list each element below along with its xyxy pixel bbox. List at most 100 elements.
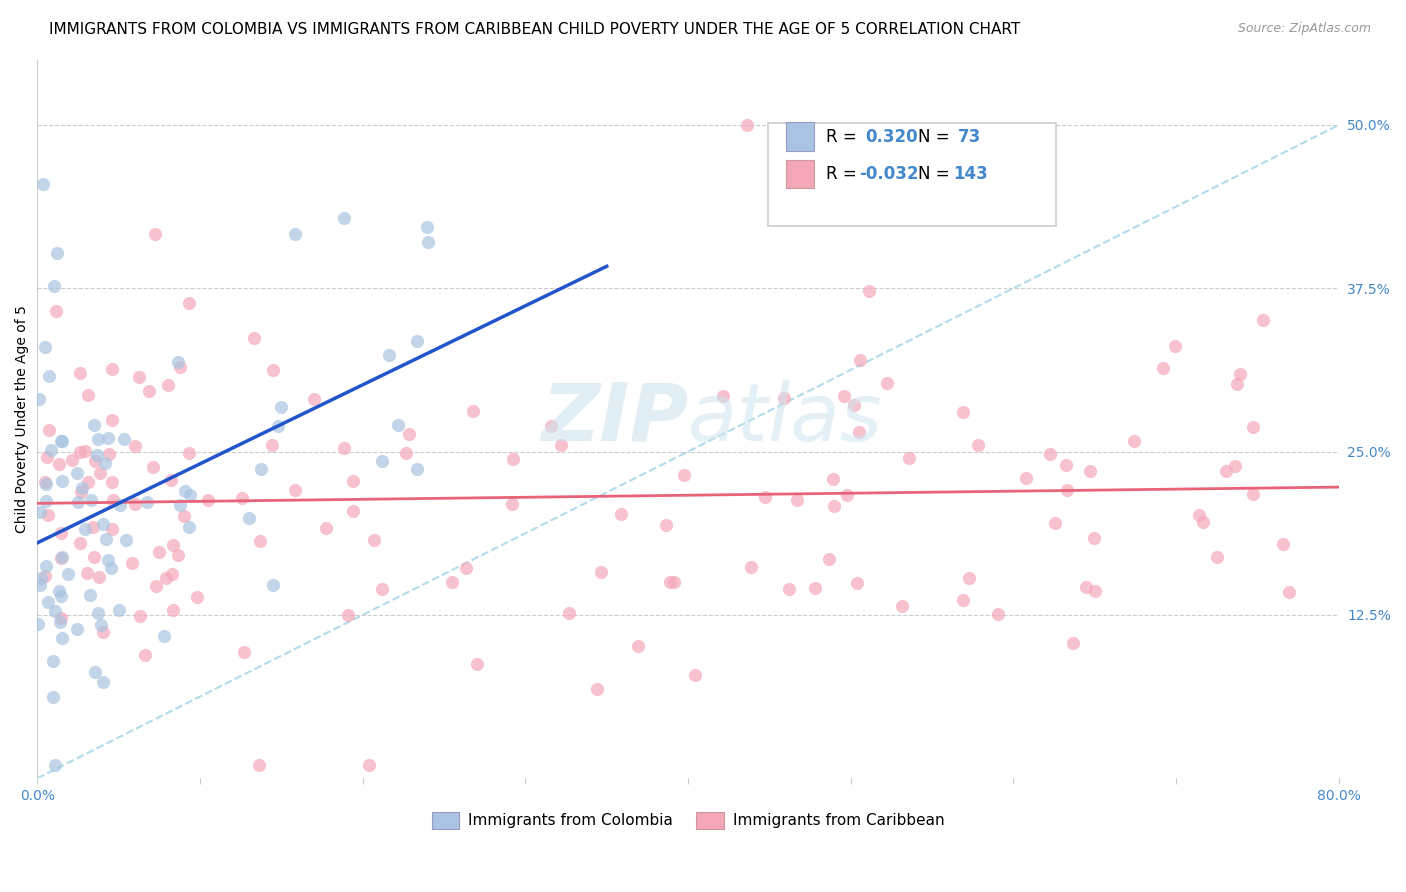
Point: [967, 437, 990, 451]
Point: [659, 574, 682, 589]
Point: [145, 579, 167, 593]
Point: [69, 536, 91, 550]
Point: [42, 690, 65, 705]
Point: [891, 599, 914, 614]
Point: [406, 462, 429, 476]
Point: [96, 533, 118, 547]
Point: [179, 488, 201, 502]
Point: [1043, 516, 1066, 530]
Point: [818, 552, 841, 566]
Point: [395, 446, 418, 460]
Point: [142, 459, 165, 474]
Point: [173, 483, 195, 498]
Point: [129, 608, 152, 623]
Point: [38, 368, 60, 383]
Point: [128, 369, 150, 384]
Point: [83, 418, 105, 433]
Point: [823, 472, 845, 486]
Text: Source: ZipAtlas.com: Source: ZipAtlas.com: [1237, 22, 1371, 36]
Point: [94, 456, 117, 470]
Point: [502, 452, 524, 467]
Point: [84, 453, 107, 467]
Point: [51, 631, 73, 645]
Point: [315, 520, 337, 534]
Point: [34, 339, 56, 353]
Point: [49, 611, 72, 625]
Point: [83, 550, 105, 565]
Point: [73, 522, 96, 536]
Point: [1078, 464, 1101, 478]
Point: [876, 376, 898, 391]
Point: [86, 606, 108, 620]
Point: [155, 571, 177, 585]
Point: [952, 405, 974, 419]
Point: [832, 389, 855, 403]
Text: -0.032: -0.032: [859, 165, 920, 183]
Point: [51, 434, 73, 448]
Point: [173, 509, 195, 524]
Point: [1225, 458, 1247, 473]
Point: [837, 488, 859, 502]
Point: [238, 511, 260, 525]
Text: ZIP: ZIP: [541, 380, 688, 458]
Point: [51, 550, 73, 565]
Point: [162, 538, 184, 552]
Point: [846, 575, 869, 590]
Point: [1084, 583, 1107, 598]
Point: [441, 575, 464, 590]
Point: [48, 584, 70, 599]
Point: [39, 443, 62, 458]
Point: [1123, 434, 1146, 449]
Point: [108, 603, 131, 617]
Point: [957, 571, 980, 585]
Point: [66, 466, 89, 480]
Point: [101, 522, 124, 536]
Point: [76, 566, 98, 581]
Point: [713, 389, 735, 403]
Point: [550, 437, 572, 451]
Point: [804, 581, 827, 595]
Point: [1215, 464, 1237, 478]
Point: [27, 616, 49, 631]
Point: [540, 419, 562, 434]
Point: [91, 674, 114, 689]
Point: [337, 607, 360, 622]
Point: [69, 444, 91, 458]
Point: [44, 278, 66, 293]
Point: [1164, 339, 1187, 353]
Point: [284, 227, 307, 242]
Point: [75, 444, 97, 458]
Point: [359, 758, 381, 772]
Point: [1062, 636, 1084, 650]
Point: [124, 497, 146, 511]
Point: [416, 220, 439, 235]
Point: [363, 533, 385, 547]
Point: [197, 492, 219, 507]
Point: [249, 533, 271, 548]
Point: [654, 518, 676, 533]
Point: [1152, 361, 1174, 376]
Point: [1241, 487, 1264, 501]
Point: [160, 567, 183, 582]
Point: [262, 363, 284, 377]
Point: [672, 467, 695, 482]
Point: [754, 490, 776, 504]
Point: [332, 441, 354, 455]
Point: [160, 474, 183, 488]
Point: [34, 475, 56, 489]
Point: [662, 574, 685, 589]
Point: [37, 595, 59, 609]
Point: [683, 667, 706, 681]
Point: [169, 498, 191, 512]
Point: [30, 571, 52, 585]
Point: [586, 681, 609, 696]
Point: [1056, 483, 1078, 497]
Point: [231, 491, 253, 506]
Point: [333, 211, 356, 225]
Point: [501, 497, 523, 511]
Point: [157, 377, 180, 392]
Point: [262, 578, 284, 592]
Text: R =: R =: [825, 165, 862, 183]
Point: [1015, 471, 1038, 485]
Point: [416, 235, 439, 250]
